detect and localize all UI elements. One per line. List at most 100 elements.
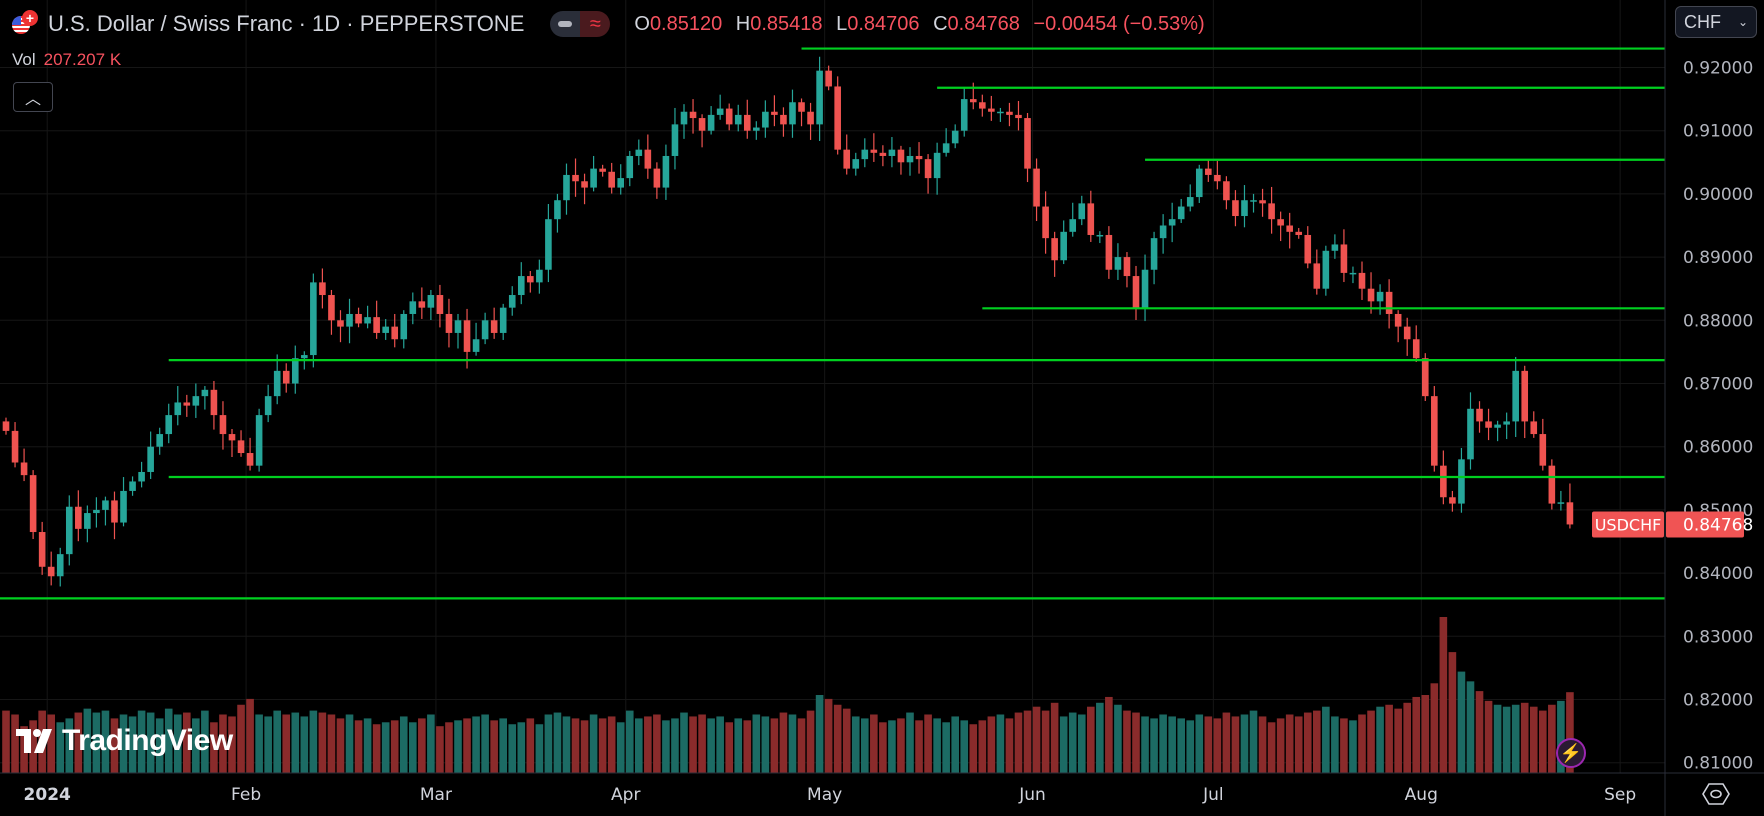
candle-body bbox=[1566, 502, 1574, 525]
volume-bar bbox=[1105, 696, 1113, 773]
market-status-icon[interactable] bbox=[550, 11, 581, 37]
candle bbox=[11, 422, 19, 468]
candle bbox=[1087, 190, 1095, 242]
volume-bar bbox=[1349, 720, 1357, 773]
candle-body bbox=[282, 370, 290, 384]
candle bbox=[174, 386, 182, 426]
wave-icon[interactable]: ≈ bbox=[580, 11, 611, 37]
volume-bar bbox=[978, 720, 987, 773]
volume-bar bbox=[1448, 652, 1457, 773]
volume-bar bbox=[1213, 718, 1222, 773]
candle-body bbox=[1186, 197, 1194, 207]
volume-bar bbox=[29, 720, 37, 773]
candle bbox=[282, 363, 290, 393]
volume-bar bbox=[390, 720, 399, 773]
candle bbox=[373, 300, 380, 339]
volume-bar bbox=[1177, 718, 1185, 773]
candle bbox=[897, 145, 905, 175]
volume-bar bbox=[1159, 714, 1167, 773]
lightning-icon[interactable]: ⚡ bbox=[1556, 738, 1586, 768]
candle bbox=[445, 298, 453, 348]
candle-body bbox=[1539, 434, 1547, 466]
candle bbox=[725, 103, 733, 131]
symbol-title[interactable]: U.S. Dollar / Swiss Franc · 1D · PEPPERS… bbox=[48, 11, 525, 36]
currency-dropdown[interactable]: CHF ⌄ bbox=[1675, 6, 1757, 38]
candle-body bbox=[129, 481, 136, 491]
candle-body bbox=[924, 159, 932, 179]
tradingview-logo[interactable]: TradingView bbox=[16, 724, 233, 758]
time-tick-label: Mar bbox=[420, 785, 452, 805]
candle bbox=[1295, 228, 1303, 239]
volume-bar bbox=[644, 716, 652, 773]
candle bbox=[1548, 459, 1556, 510]
candle bbox=[508, 286, 516, 316]
volume-bar bbox=[1457, 671, 1466, 773]
volume-bar bbox=[2, 710, 10, 773]
volume-label: Vol bbox=[12, 50, 36, 69]
candle-body bbox=[608, 171, 615, 188]
candle bbox=[1232, 190, 1239, 227]
candle bbox=[689, 99, 697, 134]
collapse-legend-button[interactable]: ︿ bbox=[13, 82, 53, 112]
candle-body bbox=[2, 421, 10, 431]
volume-bar bbox=[119, 714, 128, 773]
candle bbox=[1431, 386, 1438, 472]
candle bbox=[1096, 231, 1104, 244]
candle bbox=[1006, 102, 1013, 127]
candle-body bbox=[734, 114, 742, 125]
candle bbox=[626, 150, 634, 187]
volume-bar bbox=[219, 714, 227, 773]
candle bbox=[1159, 214, 1167, 254]
candle bbox=[237, 430, 245, 457]
price-tick-label: 0.88000 bbox=[1683, 311, 1753, 331]
candle-body bbox=[1376, 291, 1384, 302]
candle bbox=[246, 437, 254, 471]
volume-bar bbox=[589, 714, 598, 773]
candle-body bbox=[888, 149, 896, 156]
candle bbox=[47, 551, 55, 586]
candle-body bbox=[436, 295, 444, 314]
volume-bar bbox=[345, 714, 354, 773]
candle bbox=[1205, 159, 1212, 182]
volume-bar bbox=[933, 718, 941, 773]
volume-bar bbox=[381, 722, 390, 773]
swiss-flag-icon: + bbox=[22, 10, 38, 26]
candle bbox=[1412, 325, 1420, 363]
candle-body bbox=[969, 99, 977, 103]
candle bbox=[138, 461, 145, 488]
candle-body bbox=[11, 430, 19, 463]
candle bbox=[834, 76, 841, 155]
candle-body bbox=[1485, 421, 1492, 428]
candle bbox=[581, 173, 588, 205]
candle-body bbox=[979, 102, 986, 109]
candle bbox=[38, 521, 46, 575]
candle-body bbox=[1358, 272, 1366, 289]
volume-bar bbox=[861, 718, 869, 773]
volume-bar bbox=[517, 722, 526, 773]
volume-bar bbox=[1123, 710, 1131, 773]
candle-body bbox=[1340, 244, 1348, 273]
chart-settings-icon[interactable] bbox=[1700, 780, 1732, 808]
candle-body bbox=[1241, 200, 1248, 217]
volume-bar bbox=[1322, 706, 1330, 773]
volume-bar bbox=[553, 712, 562, 773]
volume-bar bbox=[354, 720, 363, 773]
volume-bar bbox=[363, 718, 372, 773]
price-tick-label: 0.87000 bbox=[1683, 375, 1753, 395]
volume-bar bbox=[526, 718, 535, 773]
volume-bar bbox=[1511, 704, 1520, 773]
candle-body bbox=[906, 155, 914, 163]
candle-body bbox=[1322, 250, 1330, 289]
candle bbox=[1078, 195, 1086, 226]
volume-bar bbox=[662, 720, 670, 773]
candle-body bbox=[1467, 408, 1474, 460]
candle bbox=[1259, 188, 1266, 217]
candle-body bbox=[1259, 200, 1266, 204]
market-status-pill[interactable]: ≈ bbox=[550, 11, 611, 37]
volume-bar bbox=[815, 695, 824, 773]
candle-body bbox=[1087, 203, 1095, 235]
candle-body bbox=[689, 111, 697, 119]
candle bbox=[1304, 226, 1312, 269]
candle bbox=[346, 298, 353, 344]
